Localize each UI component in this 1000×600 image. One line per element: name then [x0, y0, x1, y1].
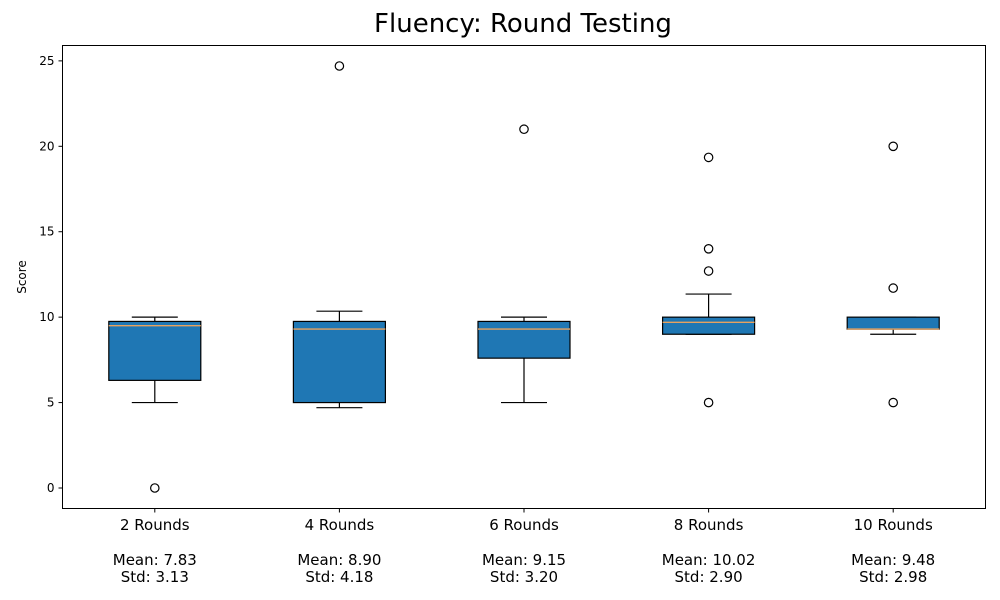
mean-label: Mean: 10.02	[662, 551, 756, 569]
outlier-point	[703, 244, 714, 254]
std-label: Std: 2.98	[859, 568, 927, 586]
box-group	[108, 316, 202, 493]
outlier-point	[888, 283, 898, 293]
mean-label: Mean: 8.90	[297, 551, 381, 569]
x-tick-label: 6 Rounds	[489, 516, 559, 534]
outlier-point	[888, 141, 898, 152]
mean-label: Mean: 7.83	[113, 551, 197, 569]
y-tick-label: 10	[39, 310, 54, 324]
mean-label: Mean: 9.15	[482, 551, 566, 569]
boxes-layer	[108, 61, 940, 493]
y-tick-label: 5	[47, 396, 55, 410]
outlier-point	[703, 266, 714, 276]
x-tick-label: 8 Rounds	[674, 516, 744, 534]
y-tick-label: 15	[39, 225, 54, 239]
y-tick-label: 25	[39, 54, 54, 68]
outlier-point	[703, 152, 714, 163]
y-axis: 0 5 10 15 20 25	[39, 54, 63, 495]
outlier-point	[150, 483, 160, 493]
x-tick-label: 2 Rounds	[120, 516, 190, 534]
outlier-point	[334, 61, 345, 71]
y-tick-label: 20	[39, 139, 54, 153]
y-axis-label: Score	[15, 260, 29, 294]
box-group	[846, 141, 940, 408]
box-group	[477, 124, 571, 404]
x-tick-label: 10 Rounds	[854, 516, 933, 534]
mean-label: Mean: 9.48	[851, 551, 935, 569]
box	[661, 316, 756, 335]
outlier-point	[888, 397, 898, 408]
outlier-point	[519, 124, 529, 135]
box	[292, 320, 386, 404]
box-group	[292, 61, 386, 409]
std-label: Std: 4.18	[305, 568, 373, 586]
outlier-point	[703, 397, 714, 408]
y-tick-label: 0	[47, 481, 55, 495]
std-label: Std: 3.13	[121, 568, 189, 586]
std-label: Std: 3.20	[490, 568, 558, 586]
box	[477, 320, 571, 359]
chart-title: Fluency: Round Testing	[374, 9, 672, 39]
plot-area-frame	[62, 45, 986, 509]
box-group	[661, 152, 756, 408]
x-tick-label: 4 Rounds	[305, 516, 375, 534]
box	[846, 316, 940, 330]
std-label: Std: 2.90	[675, 568, 743, 586]
box	[108, 320, 202, 381]
